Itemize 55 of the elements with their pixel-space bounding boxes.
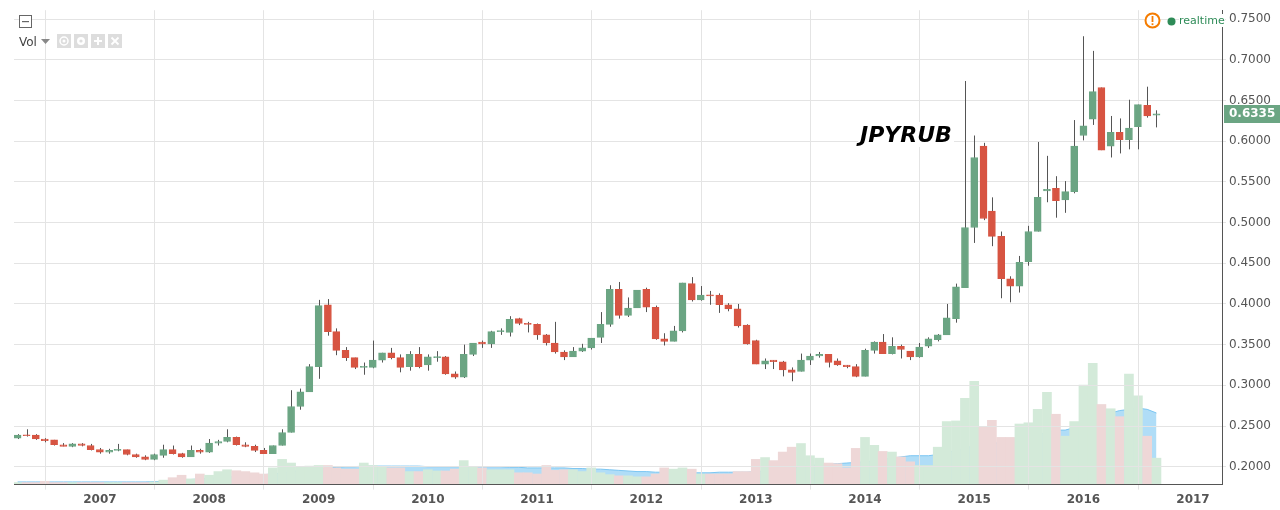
y-tick-label: 0.6500 — [1229, 92, 1272, 107]
x-tick-label: 2008 — [192, 491, 226, 506]
candlestick — [459, 344, 468, 379]
text: 0.6335 — [1229, 106, 1276, 121]
candlestick — [505, 315, 514, 337]
x-tick-label: 2007 — [83, 491, 117, 506]
candlestick — [942, 303, 951, 336]
candlestick — [1143, 86, 1152, 119]
candlestick — [1106, 115, 1115, 158]
y-tick-label: 0.7500 — [1229, 11, 1272, 26]
x-tick-label: 2010 — [411, 491, 445, 506]
x-tick-label: 2011 — [520, 491, 554, 506]
candlestick — [1115, 117, 1124, 154]
y-tick-label: 0.3500 — [1229, 336, 1272, 351]
candlestick — [368, 340, 377, 369]
y-tick-label: 0.3000 — [1229, 377, 1272, 392]
x-tick-label: 2015 — [957, 491, 991, 506]
annotation: realtime — [1179, 14, 1225, 27]
candlestick — [878, 333, 887, 355]
y-tick-label: 0.6000 — [1229, 133, 1272, 148]
candlestick — [596, 311, 605, 344]
x-tick-label: 2016 — [1066, 491, 1101, 506]
bar — [1051, 413, 1061, 485]
candlestick — [1079, 35, 1088, 141]
candlestick — [687, 276, 696, 303]
candlestick — [988, 196, 996, 247]
x-tick-label: 2013 — [739, 491, 773, 506]
bar — [1105, 408, 1116, 485]
y-tick-label: 0.2000 — [1229, 458, 1272, 473]
x-tick-label: 2014 — [848, 491, 882, 506]
candlestick — [1052, 175, 1060, 219]
candlestick — [1061, 180, 1070, 214]
candlestick — [715, 292, 724, 314]
candlestick — [642, 287, 651, 313]
bar — [686, 468, 697, 485]
bar — [1096, 403, 1107, 485]
candlestick — [550, 321, 559, 355]
bar — [1142, 435, 1153, 485]
x-tick-label: 2017 — [1176, 491, 1210, 506]
candlestick — [1134, 104, 1142, 150]
candlestick — [332, 327, 341, 356]
candlestick — [1006, 275, 1014, 303]
y-tick-label: 0.5500 — [1229, 174, 1272, 189]
y-tick-label: 0.4500 — [1229, 255, 1272, 270]
chart-title: Vol — [19, 35, 37, 49]
y-tick-label: 0.7000 — [1229, 51, 1272, 66]
y-tick-label: 0.4000 — [1229, 296, 1272, 311]
candlestick — [624, 296, 632, 318]
candlestick — [1125, 99, 1133, 150]
bar — [1114, 415, 1125, 485]
text: JPYRUB — [858, 122, 954, 147]
y-tick-label: 0.2500 — [1229, 418, 1272, 433]
y-tick-label: 0.5000 — [1229, 214, 1272, 229]
x-tick-label: 2012 — [629, 491, 663, 506]
x-tick-label: 2009 — [301, 491, 336, 506]
